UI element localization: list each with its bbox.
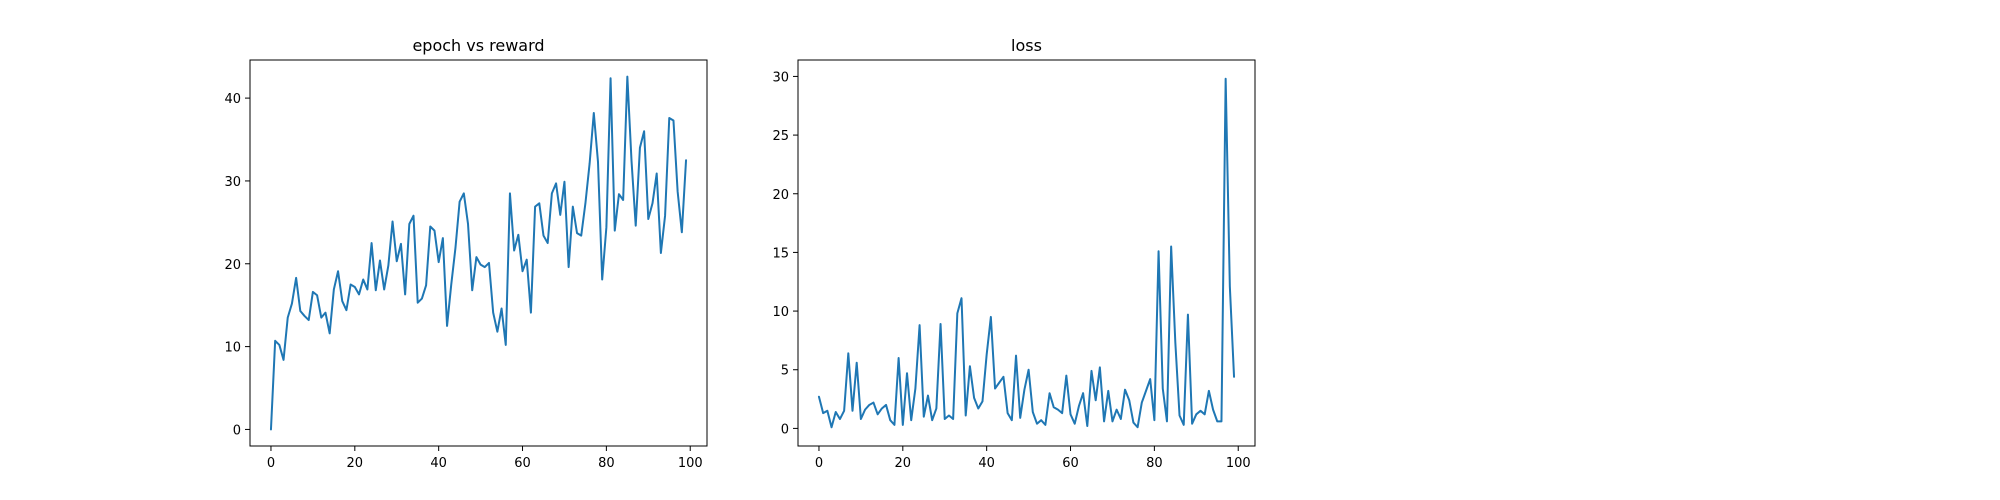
- loss-chart-x-tick-label: 60: [1062, 456, 1079, 471]
- loss-chart-y-tick-label: 5: [781, 364, 789, 379]
- loss-chart: loss 0 20 40 60 80 100 0 5 10 15 20 25 30: [772, 36, 1256, 471]
- loss-chart-x-tick-label: 100: [1226, 456, 1251, 471]
- loss-chart-x-tick-label: 40: [978, 456, 995, 471]
- loss-chart-y-tick-label: 20: [772, 188, 789, 203]
- reward-chart-title: epoch vs reward: [412, 36, 544, 55]
- loss-chart-axes-frame: [797, 59, 1256, 447]
- reward-chart-series-line: [269, 75, 688, 431]
- reward-chart-x-tick-label: 40: [430, 456, 447, 471]
- loss-chart-x-tick-label: 20: [895, 456, 912, 471]
- reward-chart-x-tick-label: 20: [347, 456, 364, 471]
- reward-chart-x-tick-label: 80: [598, 456, 615, 471]
- reward-chart-y-tick-label: 30: [224, 175, 241, 190]
- loss-chart-y-tick-label: 10: [772, 305, 789, 320]
- loss-chart-x-tick-label: 80: [1146, 456, 1163, 471]
- reward-chart-x-tick-label: 0: [267, 456, 275, 471]
- loss-chart-series-line: [817, 77, 1236, 429]
- reward-chart-y-tick-label: 40: [224, 92, 241, 107]
- loss-chart-title: loss: [1011, 36, 1042, 55]
- reward-chart-axes-frame: [249, 59, 708, 447]
- reward-chart-x-tick-label: 100: [678, 456, 703, 471]
- loss-chart-y-tick-label: 0: [781, 422, 789, 437]
- reward-chart-y-tick-label: 20: [224, 258, 241, 273]
- reward-chart-y-tick-label: 10: [224, 341, 241, 356]
- loss-chart-x-tick-label: 0: [815, 456, 823, 471]
- loss-chart-y-tick-label: 15: [772, 246, 789, 261]
- loss-chart-y-tick-label: 30: [772, 70, 789, 85]
- loss-chart-y-tick-label: 25: [772, 129, 789, 144]
- reward-chart-y-tick-label: 0: [233, 423, 241, 438]
- reward-chart-x-tick-label: 60: [514, 456, 531, 471]
- reward-chart: epoch vs reward 0 20 40 60 80 100 0 10 20 30 40: [224, 36, 708, 471]
